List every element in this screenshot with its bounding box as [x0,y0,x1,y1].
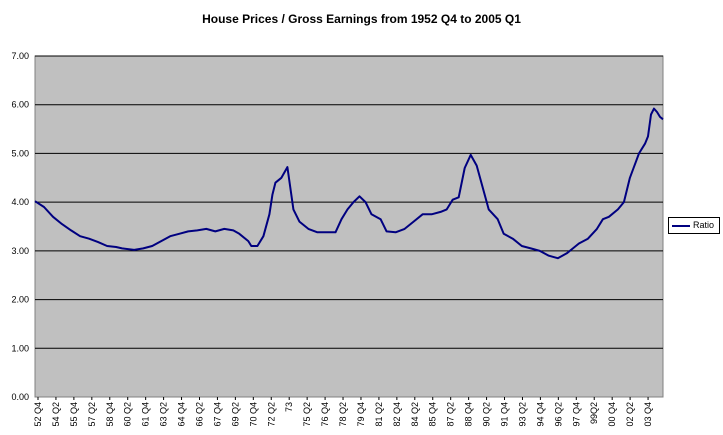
y-tick-label: 6.00 [11,100,29,110]
y-axis: 0.00 1.00 2.00 3.00 4.00 5.00 6.00 7.00 [11,51,29,402]
y-tick-label: 5.00 [11,148,29,158]
x-tick-label: 69 Q2 [230,402,240,427]
grid-lines [35,55,663,349]
legend-label: Ratio [693,220,715,230]
x-tick-label: 76 Q4 [320,402,330,427]
x-tick-label: 97 Q4 [571,402,581,427]
x-tick-label: 64 Q4 [177,402,187,427]
x-tick-label: 70 Q4 [248,402,258,427]
x-tick-label: 58 Q4 [105,402,115,427]
x-tick-label: 02 Q2 [625,402,635,427]
y-tick-label: 1.00 [11,343,29,353]
y-tick-label: 3.00 [11,246,29,256]
x-tick-label: 79 Q4 [356,402,366,427]
x-tick-label: 93 Q2 [517,402,527,427]
series-group [34,107,664,260]
y-tick-label: 2.00 [11,295,29,305]
x-tick-label: 91 Q4 [500,402,510,427]
x-tick-label: 63 Q2 [159,402,169,427]
x-tick-label: 96 Q2 [553,402,563,427]
x-tick-label: 61 Q4 [141,402,151,427]
x-tick-label: 73 [284,402,294,412]
y-tick-label: 7.00 [11,51,29,61]
x-tick-label: 54 Q2 [51,402,61,427]
x-tick-label: 00 Q4 [607,402,617,427]
x-tick-label: 81 Q2 [374,402,384,427]
x-tick-label: 57 Q2 [87,402,97,427]
series-line-ratio [34,107,664,260]
x-tick-label: 67 Q4 [212,402,222,427]
x-tick-label: 75 Q2 [302,402,312,427]
x-tick-label: 55 Q4 [69,402,79,427]
x-tick-label: 88 Q4 [464,402,474,427]
x-tick-label: 87 Q2 [446,402,456,427]
y-tick-label: 4.00 [11,197,29,207]
x-tick-label: 99Q2 [589,402,599,424]
x-tick-label: 03 Q4 [643,402,653,427]
legend: Ratio [668,217,720,234]
x-tick-label: 82 Q4 [392,402,402,427]
y-tick-label: 0.00 [11,392,29,402]
x-tick-label: 90 Q2 [482,402,492,427]
x-tick-label: 85 Q4 [428,402,438,427]
chart-title: House Prices / Gross Earnings from 1952 … [202,12,521,26]
x-tick-label: 52 Q4 [33,402,43,427]
x-axis: 52 Q4 54 Q2 55 Q4 57 Q2 58 Q4 60 Q2 61 Q4 63 Q2… [33,397,653,427]
x-tick-label: 94 Q4 [535,402,545,427]
x-tick-label: 84 Q2 [410,402,420,427]
x-tick-label: 72 Q2 [266,402,276,427]
x-tick-label: 66 Q2 [194,402,204,427]
x-tick-label: 78 Q2 [338,402,348,427]
legend-swatch [672,225,690,227]
x-tick-label: 60 Q2 [123,402,133,427]
plot-area [34,55,664,398]
